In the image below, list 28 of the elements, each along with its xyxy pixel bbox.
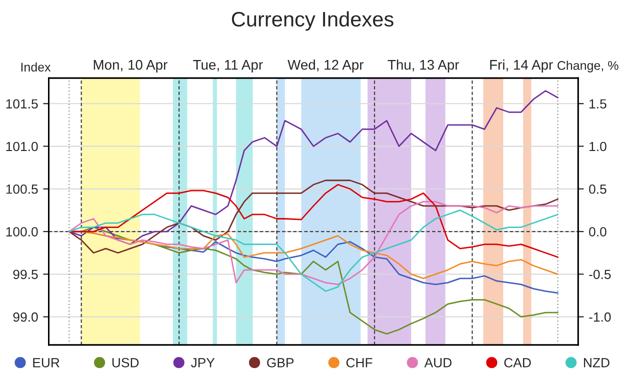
y2-tick-label: 0.0	[589, 227, 606, 236]
x-tick-label: Fri, 14 Apr	[490, 60, 553, 72]
y2-axis-title: Change, %	[558, 60, 618, 72]
legend-label: NZD	[584, 358, 610, 368]
y-tick-label: 100.5	[6, 184, 38, 194]
legend-label: USD	[112, 358, 139, 368]
y2-tick-label: -1.0	[589, 312, 611, 322]
y2-tick-label: 1.0	[590, 142, 606, 152]
x-tick-label: Tue, 11 Apr	[193, 60, 263, 72]
legend-label: CAD	[504, 358, 531, 368]
y-tick-label: 100.0	[6, 227, 38, 236]
y-axis-title: Index	[21, 62, 51, 72]
y2-tick-label: 0.5	[589, 184, 606, 194]
x-tick-label: Mon, 10 Apr	[94, 60, 168, 72]
legend-label: CHF	[346, 358, 372, 368]
legend-label: EUR	[33, 358, 60, 368]
y-tick-label: 101.5	[6, 99, 38, 109]
legend-label: JPY	[190, 358, 215, 368]
legend-label: AUD	[424, 358, 452, 368]
x-tick-label: Thu, 13 Apr	[388, 60, 460, 72]
x-tick-label: Wed, 12 Apr	[288, 60, 364, 72]
chart-title: Currency Indexes	[232, 11, 394, 31]
legend-label: GBP	[267, 358, 294, 368]
y-tick-label: 99.5	[13, 270, 38, 280]
y-tick-label: 99.0	[13, 312, 38, 322]
y2-tick-label: 1.5	[590, 99, 606, 109]
y2-tick-label: -0.5	[589, 270, 611, 280]
y-tick-label: 101.0	[6, 142, 38, 152]
